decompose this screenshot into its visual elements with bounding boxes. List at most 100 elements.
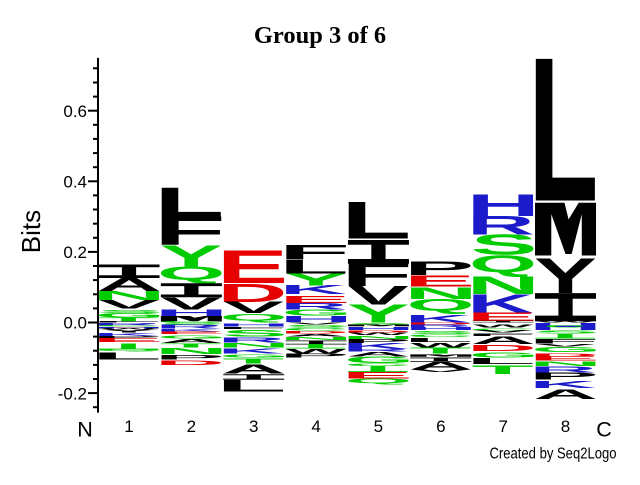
svg-text:V: V: [161, 294, 222, 314]
svg-text:0.0: 0.0: [63, 314, 87, 333]
svg-text:L: L: [466, 357, 536, 367]
svg-text:V: V: [348, 281, 409, 311]
svg-text:T: T: [97, 342, 159, 351]
svg-text:T: T: [285, 343, 347, 350]
svg-text:D: D: [280, 330, 350, 334]
svg-text:P: P: [404, 258, 474, 279]
svg-text:3: 3: [249, 417, 258, 436]
svg-text:V: V: [473, 330, 534, 334]
svg-text:S: S: [159, 322, 226, 325]
svg-text:R: R: [467, 210, 535, 241]
svg-text:P: P: [529, 371, 599, 382]
svg-text:E: E: [92, 337, 163, 343]
svg-text:S: S: [471, 229, 538, 261]
svg-text:N: N: [155, 347, 228, 356]
svg-text:H: H: [92, 327, 165, 329]
svg-text:C: C: [596, 418, 612, 442]
svg-text:G: G: [469, 351, 539, 359]
svg-text:Q: Q: [469, 250, 537, 277]
svg-text:Q: Q: [407, 296, 475, 315]
svg-text:D: D: [155, 359, 225, 366]
svg-text:E: E: [342, 370, 413, 380]
svg-text:N: N: [92, 288, 165, 302]
svg-text:Y: Y: [98, 329, 161, 334]
svg-text:-0.2: -0.2: [58, 384, 87, 403]
svg-text:D: D: [217, 279, 287, 308]
svg-text:Y: Y: [160, 239, 223, 273]
svg-text:Y: Y: [347, 299, 410, 328]
svg-text:H: H: [155, 308, 228, 318]
svg-text:Group 3 of 6: Group 3 of 6: [254, 22, 386, 49]
svg-text:E: E: [529, 355, 600, 362]
svg-text:Q: Q: [344, 377, 412, 384]
svg-text:R: R: [218, 336, 286, 344]
svg-text:C: C: [407, 334, 474, 338]
svg-text:F: F: [341, 257, 413, 293]
svg-text:L: L: [216, 377, 286, 396]
svg-text:A: A: [409, 360, 474, 372]
svg-text:G: G: [157, 334, 227, 339]
svg-text:G: G: [282, 308, 352, 317]
svg-text:L: L: [154, 180, 224, 226]
svg-text:K: K: [342, 342, 409, 351]
svg-text:A: A: [97, 274, 162, 295]
svg-text:G: G: [531, 345, 601, 353]
svg-text:Q: Q: [95, 348, 163, 351]
svg-text:R: R: [529, 365, 597, 374]
svg-text:T: T: [472, 363, 534, 376]
svg-text:P: P: [279, 353, 349, 359]
svg-text:C: C: [282, 327, 349, 331]
svg-text:K: K: [529, 379, 596, 391]
svg-text:Q: Q: [220, 312, 288, 322]
svg-text:V: V: [286, 322, 347, 325]
svg-text:R: R: [405, 324, 473, 328]
svg-text:4: 4: [311, 417, 320, 436]
svg-text:H: H: [529, 321, 602, 332]
svg-text:T: T: [409, 347, 471, 356]
svg-text:S: S: [221, 328, 288, 338]
svg-text:N: N: [467, 272, 540, 300]
svg-text:R: R: [155, 324, 223, 330]
svg-text:T: T: [534, 333, 596, 340]
svg-text:V: V: [99, 297, 160, 311]
svg-text:P: P: [92, 335, 162, 339]
svg-text:1: 1: [124, 417, 133, 436]
svg-text:Y: Y: [285, 270, 348, 289]
svg-text:E: E: [217, 240, 288, 293]
svg-text:K: K: [405, 313, 472, 325]
svg-text:T: T: [222, 357, 284, 365]
svg-text:D: D: [467, 343, 537, 352]
svg-text:K: K: [467, 289, 534, 319]
svg-text:K: K: [155, 328, 222, 332]
svg-text:N: N: [77, 418, 93, 442]
svg-text:A: A: [284, 333, 349, 337]
svg-text:8: 8: [561, 417, 570, 436]
svg-text:N: N: [279, 336, 352, 341]
svg-text:W: W: [535, 321, 596, 323]
svg-text:L: L: [279, 256, 349, 277]
svg-text:Bits: Bits: [16, 210, 46, 253]
svg-text:S: S: [346, 323, 413, 325]
svg-text:Created by Seq2Logo: Created by Seq2Logo: [490, 445, 617, 462]
svg-text:C: C: [157, 321, 224, 323]
svg-text:K: K: [280, 283, 347, 297]
svg-text:W: W: [410, 341, 472, 348]
svg-text:H: H: [279, 314, 352, 324]
svg-text:D: D: [93, 326, 163, 327]
svg-text:V: V: [535, 343, 596, 347]
svg-text:G: G: [344, 355, 414, 365]
svg-text:5: 5: [374, 417, 383, 436]
svg-text:G: G: [95, 312, 165, 319]
svg-text:D: D: [529, 352, 599, 358]
svg-text:W: W: [99, 328, 160, 330]
svg-text:S: S: [533, 330, 600, 335]
svg-text:S: S: [408, 330, 475, 335]
svg-text:S: S: [97, 309, 164, 315]
svg-text:A: A: [159, 338, 224, 344]
svg-text:F: F: [91, 321, 163, 323]
svg-text:P: P: [155, 354, 225, 361]
svg-text:W: W: [286, 347, 348, 355]
svg-text:L: L: [341, 191, 411, 250]
svg-text:G: G: [220, 353, 290, 358]
svg-text:T: T: [160, 342, 222, 348]
